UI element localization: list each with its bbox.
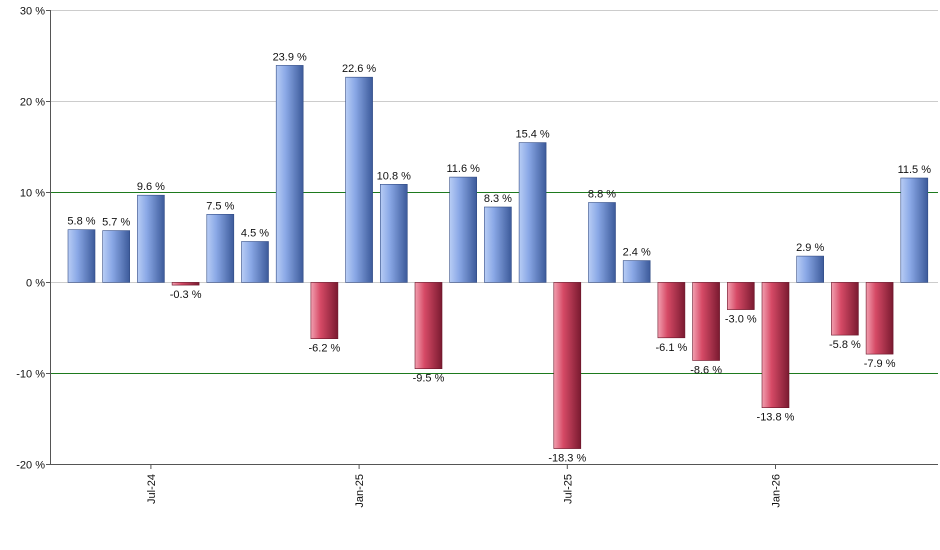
data-label: 10.8 %	[377, 170, 411, 182]
bar	[449, 176, 478, 283]
bar	[692, 282, 720, 361]
data-label: -5.8 %	[829, 339, 861, 351]
bar	[241, 241, 269, 283]
data-label: -9.5 %	[413, 373, 445, 385]
data-label: -8.6 %	[690, 365, 722, 377]
bar	[206, 214, 235, 283]
data-label: 22.6 %	[342, 63, 376, 75]
bar	[484, 206, 512, 283]
x-tick-label: Jul-25	[562, 474, 574, 504]
data-label: 5.8 %	[67, 216, 95, 228]
bar	[900, 177, 929, 283]
data-label: 8.8 %	[588, 189, 616, 201]
data-label: 8.3 %	[484, 193, 512, 205]
data-label: -13.8 %	[757, 412, 795, 424]
bar	[275, 65, 304, 283]
bar	[657, 282, 686, 339]
y-tick-label: -20 %	[16, 460, 45, 472]
data-label: 15.4 %	[515, 129, 549, 141]
data-label: 11.6 %	[446, 163, 480, 175]
x-tick-label: Jul-24	[146, 474, 158, 504]
bar	[102, 230, 130, 283]
data-label: -7.9 %	[864, 358, 896, 370]
bar	[622, 260, 651, 283]
data-label: 4.5 %	[241, 228, 269, 240]
bar	[761, 282, 790, 408]
data-label: 23.9 %	[273, 51, 307, 63]
bar	[726, 282, 755, 310]
data-label: -6.1 %	[656, 342, 688, 354]
data-label: -0.3 %	[170, 289, 202, 301]
data-label: 7.5 %	[206, 200, 234, 212]
data-label: 2.4 %	[623, 247, 651, 259]
bars-layer	[67, 65, 929, 449]
data-labels-layer: 5.8 % 5.7 % 9.6 % -0.3 % 7.5 % 4.5 % 23.9 % -6.…	[67, 51, 931, 464]
data-label: -6.2 %	[309, 343, 341, 355]
bar	[67, 229, 96, 283]
bar	[379, 184, 408, 283]
data-label: -3.0 %	[725, 314, 757, 326]
bar	[171, 282, 200, 286]
y-tick-label: 10 %	[20, 188, 45, 200]
bar	[310, 282, 339, 339]
y-tick-label: 30 %	[20, 6, 45, 18]
data-label: 2.9 %	[796, 242, 824, 254]
y-tick-label: -10 %	[16, 369, 45, 381]
data-label: 5.7 %	[102, 217, 130, 229]
axis-layer: 30 % 20 % 10 % 0 % -10 % -20 % Jul-24 Jan-25 Jul…	[16, 6, 938, 508]
y-tick-label: 0 %	[26, 278, 45, 290]
y-tick-label: 20 %	[20, 97, 45, 109]
bar	[553, 282, 582, 449]
bar	[865, 282, 894, 355]
bar	[345, 76, 373, 283]
x-tick-label: Jan-26	[771, 474, 783, 508]
bar	[414, 282, 443, 369]
bar	[588, 202, 616, 283]
data-label: 11.5 %	[898, 164, 932, 176]
bar	[518, 142, 547, 283]
data-label: 9.6 %	[137, 181, 165, 193]
data-label: -18.3 %	[548, 453, 586, 465]
bar	[796, 255, 825, 283]
x-tick-label: Jan-25	[354, 474, 366, 508]
bar	[137, 194, 165, 283]
bar	[831, 282, 859, 336]
